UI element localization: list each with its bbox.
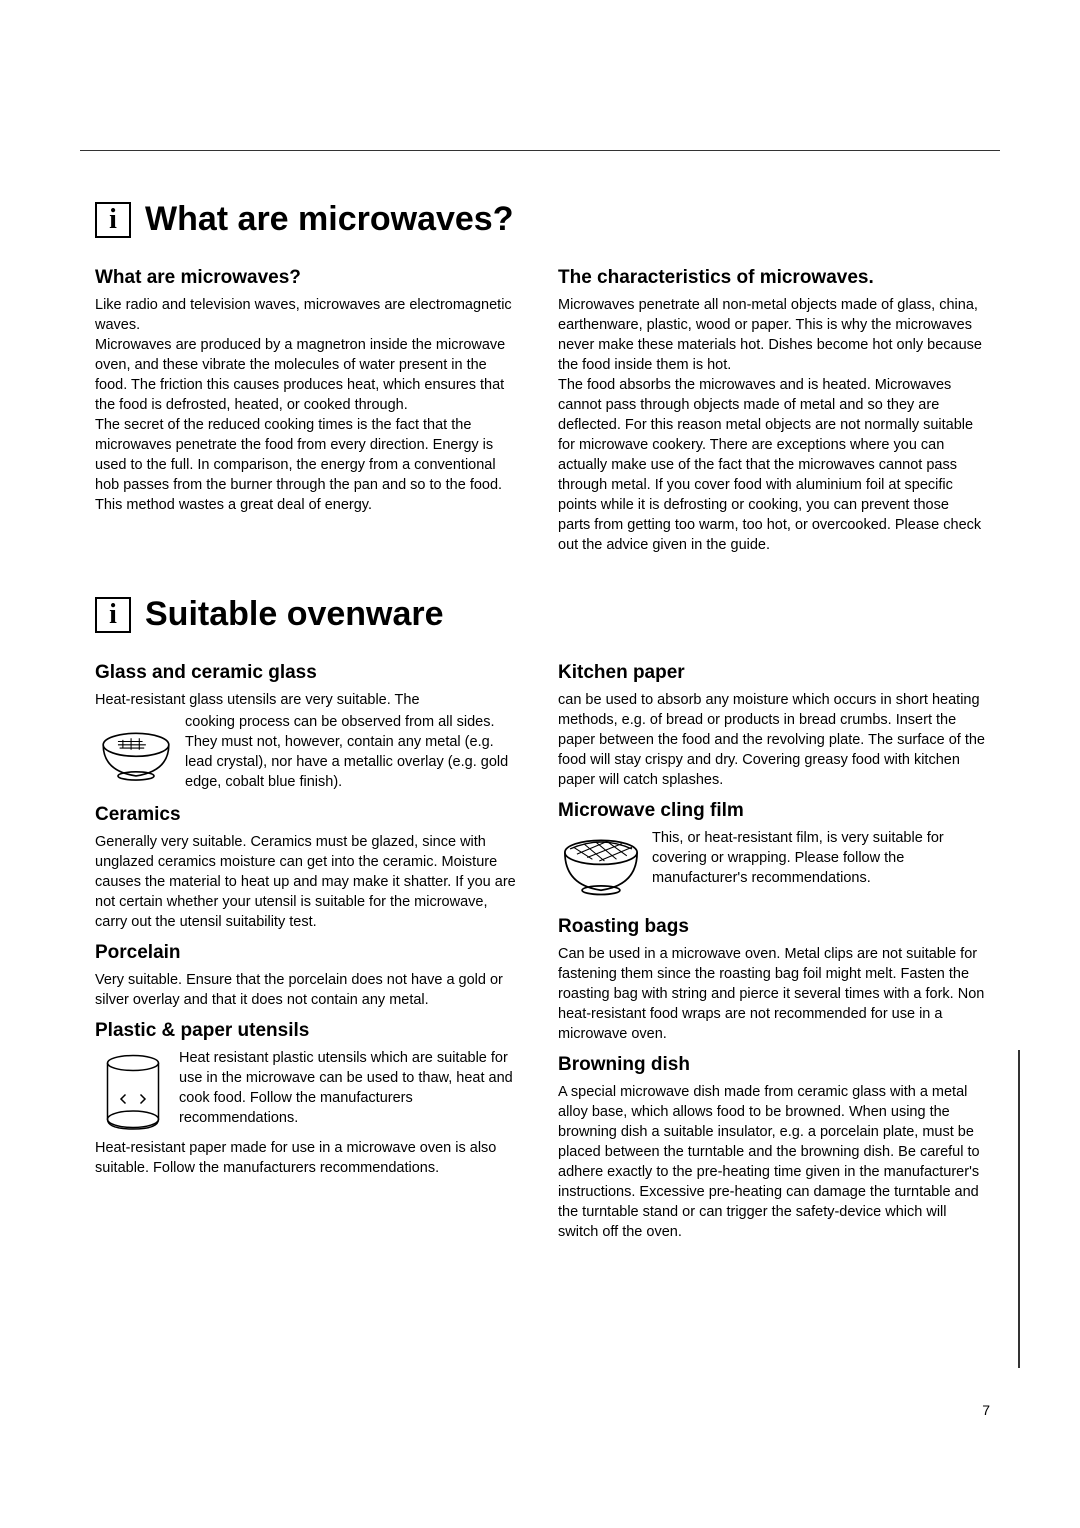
s1-left-heading: What are microwaves?: [95, 267, 522, 289]
plastic-heading: Plastic & paper utensils: [95, 1020, 522, 1042]
section-2-left: Glass and ceramic glass Heat-resistant g…: [95, 652, 522, 1244]
section-1-columns: What are microwaves? Like radio and tele…: [95, 257, 985, 557]
s1-left-body: Like radio and television waves, microwa…: [95, 295, 522, 515]
bowl-dish-icon: [95, 712, 177, 794]
section-2-right: Kitchen paper can be used to absorb any …: [558, 652, 985, 1244]
section-1-header: i What are microwaves?: [95, 200, 985, 239]
ceramics-heading: Ceramics: [95, 804, 522, 826]
glass-wrap: cooking process can be observed from all…: [185, 712, 522, 792]
right-rule: [1018, 1050, 1020, 1368]
roast-body: Can be used in a microwave oven. Metal c…: [558, 944, 985, 1044]
s1-right-body: Microwaves penetrate all non-metal objec…: [558, 295, 985, 555]
plastic-after: Heat-resistant paper made for use in a m…: [95, 1138, 522, 1178]
porcelain-body: Very suitable. Ensure that the porcelain…: [95, 970, 522, 1010]
glass-lead: Heat-resistant glass utensils are very s…: [95, 690, 522, 710]
section-2-columns: Glass and ceramic glass Heat-resistant g…: [95, 652, 985, 1244]
plastic-block: Heat resistant plastic utensils which ar…: [95, 1048, 522, 1138]
kitchen-heading: Kitchen paper: [558, 662, 985, 684]
kitchen-body: can be used to absorb any moisture which…: [558, 690, 985, 790]
section-1-title: What are microwaves?: [145, 200, 513, 239]
info-icon: i: [95, 597, 131, 633]
porcelain-heading: Porcelain: [95, 942, 522, 964]
glass-heading: Glass and ceramic glass: [95, 662, 522, 684]
section-1-left: What are microwaves? Like radio and tele…: [95, 257, 522, 557]
cling-heading: Microwave cling film: [558, 800, 985, 822]
section-2-title: Suitable ovenware: [145, 595, 444, 634]
brown-heading: Browning dish: [558, 1054, 985, 1076]
roast-heading: Roasting bags: [558, 916, 985, 938]
cling-wrap: This, or heat-resistant film, is very su…: [652, 828, 985, 888]
section-1-right: The characteristics of microwaves. Micro…: [558, 257, 985, 557]
glass-block: cooking process can be observed from all…: [95, 712, 522, 794]
s1-right-heading: The characteristics of microwaves.: [558, 267, 985, 289]
cling-film-dish-icon: [558, 828, 644, 906]
section-2-header: i Suitable ovenware: [95, 595, 985, 634]
info-icon: i: [95, 202, 131, 238]
page-number: 7: [982, 1402, 990, 1418]
top-rule: [80, 150, 1000, 151]
brown-body: A special microwave dish made from ceram…: [558, 1082, 985, 1242]
container-icon: [95, 1048, 171, 1138]
ceramics-body: Generally very suitable. Ceramics must b…: [95, 832, 522, 932]
plastic-wrap: Heat resistant plastic utensils which ar…: [179, 1048, 522, 1128]
cling-block: This, or heat-resistant film, is very su…: [558, 828, 985, 906]
